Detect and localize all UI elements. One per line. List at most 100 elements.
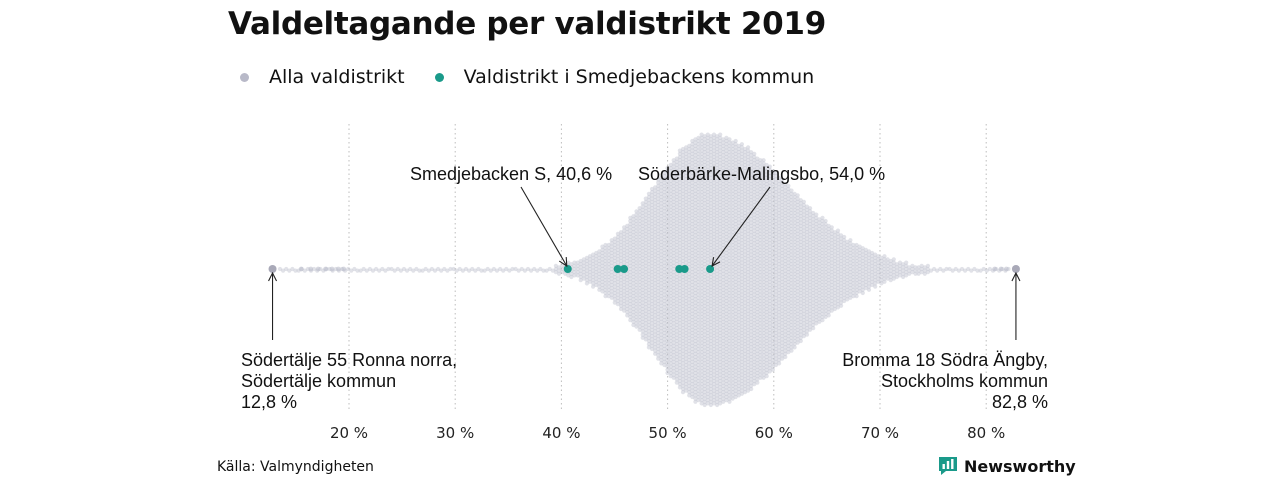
swarm-dot — [715, 370, 720, 376]
swarm-dot — [860, 271, 865, 276]
swarm-dot — [591, 281, 596, 286]
swarm-dot — [634, 286, 639, 291]
swarm-dot — [674, 210, 679, 216]
swarm-dot — [711, 196, 717, 201]
swarm-dot — [699, 250, 704, 256]
swarm-dot — [773, 334, 779, 339]
swarm-dot — [653, 198, 658, 203]
swarm-dot — [801, 244, 807, 249]
swarm-dot — [634, 318, 639, 323]
swarm-dot — [612, 287, 617, 292]
swarm-dot — [687, 242, 692, 248]
swarm-dot — [724, 295, 729, 300]
swarm-dot — [693, 281, 698, 286]
swarm-dot — [625, 236, 630, 241]
swarm-dot — [758, 170, 763, 176]
swarm-dot — [693, 306, 698, 312]
swarm-dot — [746, 174, 751, 179]
swarm-dot — [646, 220, 652, 225]
swarm-dot — [832, 230, 838, 235]
swarm-dot — [653, 348, 658, 353]
swarm-dot — [733, 362, 738, 368]
swarm-dot — [637, 308, 642, 313]
swarm-dot — [711, 234, 717, 240]
swarm-dot — [746, 298, 751, 304]
swarm-dot — [674, 306, 679, 312]
swarm-dot — [764, 322, 769, 328]
swarm-dot — [603, 287, 608, 292]
swarm-dot — [625, 252, 630, 257]
swarm-dot — [724, 257, 729, 262]
swarm-dot — [916, 268, 921, 273]
swarm-dot — [699, 279, 704, 284]
swarm-dot — [724, 314, 729, 320]
swarm-dot — [699, 327, 704, 332]
swarm-dot — [705, 250, 710, 256]
swarm-dot — [665, 217, 670, 222]
swarm-dot — [637, 298, 642, 304]
swarm-dot — [789, 217, 794, 222]
swarm-dot — [746, 385, 751, 390]
swarm-dot — [711, 375, 717, 380]
swarm-dot — [671, 337, 676, 342]
swarm-dot — [708, 214, 714, 219]
swarm-dot — [606, 278, 611, 283]
swarm-dot — [702, 137, 707, 142]
swarm-dot — [798, 332, 803, 337]
swarm-dot — [733, 254, 738, 259]
swarm-dot — [702, 342, 707, 347]
swarm-dot — [696, 228, 701, 233]
swarm-dot — [777, 335, 782, 340]
swarm-dot — [742, 252, 748, 257]
swarm-dot — [684, 222, 689, 227]
swarm-dot — [628, 295, 633, 300]
swarm-dot — [687, 316, 692, 321]
swarm-dot — [873, 258, 878, 264]
swarm-dot — [690, 343, 695, 348]
swarm-dot — [637, 209, 642, 214]
swarm-dot — [786, 266, 791, 272]
swarm-dot — [696, 282, 701, 288]
swarm-dot — [758, 215, 763, 220]
swarm-dot — [826, 233, 831, 238]
swarm-dot — [789, 345, 794, 350]
swarm-dot — [814, 305, 819, 310]
swarm-dot — [329, 266, 335, 272]
swarm-dot — [870, 257, 875, 262]
swarm-dot — [680, 153, 686, 158]
swarm-dot — [690, 282, 695, 288]
swarm-dot — [671, 250, 676, 256]
swarm-dot — [848, 266, 853, 272]
swarm-dot — [736, 303, 741, 308]
swarm-dot — [829, 273, 834, 278]
swarm-dot — [786, 337, 791, 342]
swarm-dot — [668, 361, 673, 366]
swarm-dot — [640, 252, 645, 257]
swarm-dot — [727, 214, 732, 219]
swarm-dot — [835, 305, 841, 310]
swarm-dot — [612, 297, 617, 302]
swarm-dot — [736, 271, 741, 276]
swarm-dot — [795, 244, 800, 249]
swarm-dot — [699, 263, 704, 268]
swarm-dot — [746, 202, 751, 208]
swarm-dot — [854, 271, 859, 276]
swarm-dot — [668, 230, 673, 235]
swarm-dot — [773, 314, 779, 320]
swarm-dot — [684, 151, 689, 156]
swarm-dot — [777, 217, 782, 222]
swarm-dot — [699, 167, 704, 172]
swarm-dot — [628, 238, 633, 243]
swarm-dot — [758, 337, 763, 342]
swarm-dot — [708, 140, 714, 145]
swarm-dot — [640, 242, 645, 248]
swarm-dot — [730, 319, 735, 324]
legend: Alla valdistrikt Valdistrikt i Smedjebac… — [240, 66, 814, 88]
swarm-dot — [584, 262, 590, 267]
swarm-dot — [696, 350, 701, 355]
swarm-dot — [736, 265, 741, 270]
swarm-dot — [733, 276, 738, 281]
swarm-dot — [665, 290, 670, 296]
swarm-dot — [646, 198, 652, 203]
swarm-dot — [721, 271, 726, 276]
